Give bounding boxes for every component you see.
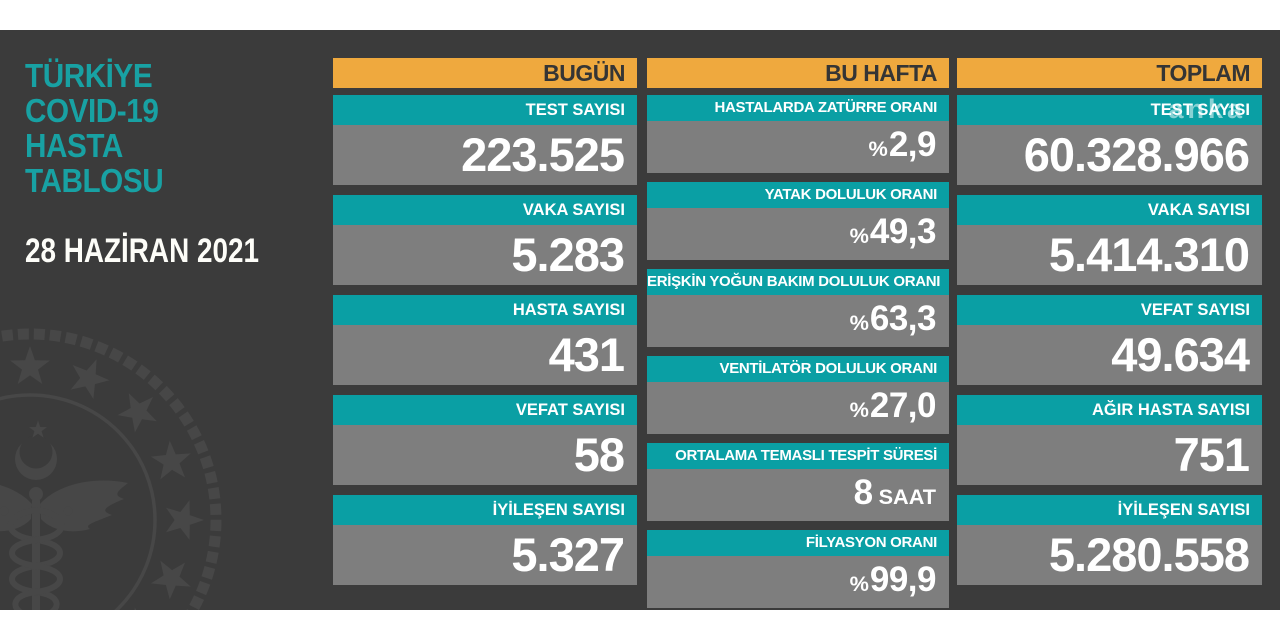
stat-block: TEST SAYISI 223.525: [333, 95, 637, 185]
column-body: HASTALARDA ZATÜRRE ORANI %2,9 YATAK DOLU…: [647, 95, 949, 608]
stat-value: 5.414.310: [957, 225, 1262, 285]
stat-block: İYİLEŞEN SAYISI 5.327: [333, 495, 637, 585]
stat-value-number: 63,3: [869, 299, 937, 338]
emblem-caduceus: [0, 480, 128, 610]
column-header-bugun: BUGÜN: [333, 58, 637, 88]
stat-label: İYİLEŞEN SAYISI: [1117, 501, 1250, 519]
stat-block: AĞIR HASTA SAYISI 751: [957, 395, 1262, 485]
stat-block: VAKA SAYISI 5.414.310: [957, 195, 1262, 285]
emblem-crescent: [15, 420, 57, 480]
stat-block: ORTALAMA TEMASLI TESPİT SÜRESİ 8 SAAT: [647, 443, 949, 521]
stat-value-number: 5.327: [511, 528, 625, 581]
stat-label: ERİŞKİN YOĞUN BAKIM DOLULUK ORANI: [647, 273, 941, 290]
stat-value: 431: [333, 325, 637, 385]
column-body: TEST SAYISI anka 60.328.966 VAKA SAYISI …: [957, 95, 1262, 585]
stat-value-number: 2,9: [888, 125, 937, 164]
stat-value-prefix: %: [849, 310, 869, 335]
stat-value-prefix: %: [868, 136, 888, 161]
stat-value-number: 751: [1173, 428, 1250, 481]
stat-value: 5.283: [333, 225, 637, 285]
stat-block: YATAK DOLULUK ORANI %49,3: [647, 182, 949, 260]
stat-label: VAKA SAYISI: [522, 201, 625, 219]
stat-value-number: 223.525: [461, 128, 625, 181]
stat-value-number: 5.280.558: [1048, 528, 1250, 581]
column-bu-hafta: BU HAFTA HASTALARDA ZATÜRRE ORANI %2,9 Y…: [647, 58, 949, 608]
anka-watermark: anka: [1168, 94, 1246, 124]
stat-value: 5.280.558: [957, 525, 1262, 585]
stat-block: HASTA SAYISI 431: [333, 295, 637, 385]
stat-value-number: 5.414.310: [1048, 228, 1250, 281]
stat-label: YATAK DOLULUK ORANI: [764, 186, 938, 203]
stat-value-prefix: %: [849, 223, 869, 248]
stat-value: 5.327: [333, 525, 637, 585]
stat-block: TEST SAYISI anka 60.328.966: [957, 95, 1262, 185]
stat-value: %49,3: [647, 208, 949, 260]
stat-label: FİLYASYON ORANI: [805, 534, 937, 551]
stat-value-number: 49.634: [1111, 328, 1250, 381]
stat-value: 58: [333, 425, 637, 485]
stat-label: VEFAT SAYISI: [1140, 301, 1250, 319]
dark-canvas: TÜRKİYE COVID-19 HASTA TABLOSU 28 HAZİRA…: [0, 30, 1280, 610]
stat-block: VAKA SAYISI 5.283: [333, 195, 637, 285]
stat-value-number: 60.328.966: [1023, 128, 1250, 181]
column-body: TEST SAYISI 223.525 VAKA SAYISI 5.283 HA…: [333, 95, 637, 585]
stat-value-prefix: %: [849, 397, 869, 422]
column-bugun: BUGÜN TEST SAYISI 223.525 VAKA SAYISI 5.…: [333, 58, 637, 585]
page-title-line: COVID-19: [25, 92, 159, 129]
stat-value-suffix: SAAT: [878, 484, 936, 509]
column-header-bu-hafta: BU HAFTA: [647, 58, 949, 88]
stat-label: VAKA SAYISI: [1147, 201, 1250, 219]
stat-block: ERİŞKİN YOĞUN BAKIM DOLULUK ORANI %63,3: [647, 269, 949, 347]
health-ministry-emblem-icon: [0, 328, 222, 610]
stat-value-number: 99,9: [869, 560, 937, 599]
stat-value: 60.328.966: [957, 125, 1262, 185]
stat-label: TEST SAYISI: [1150, 101, 1250, 119]
column-header-toplam: TOPLAM: [957, 58, 1262, 88]
stat-block: VEFAT SAYISI 49.634: [957, 295, 1262, 385]
stat-value-number: 431: [548, 328, 625, 381]
stat-label: İYİLEŞEN SAYISI: [492, 501, 625, 519]
stat-value-number: 27,0: [869, 386, 937, 425]
page-title-line: TÜRKİYE: [25, 57, 153, 94]
stat-label: HASTALARDA ZATÜRRE ORANI: [714, 99, 937, 116]
stat-block: İYİLEŞEN SAYISI 5.280.558: [957, 495, 1262, 585]
stat-block: VENTİLATÖR DOLULUK ORANI %27,0: [647, 356, 949, 434]
stat-label: VENTİLATÖR DOLULUK ORANI: [719, 360, 937, 377]
stat-block: FİLYASYON ORANI %99,9: [647, 530, 949, 608]
stat-value-number: 58: [573, 428, 625, 481]
stat-block: VEFAT SAYISI 58: [333, 395, 637, 485]
stat-value: 751: [957, 425, 1262, 485]
stat-value-prefix: %: [849, 571, 869, 596]
stat-value-number: 5.283: [511, 228, 625, 281]
stat-label: VEFAT SAYISI: [515, 401, 625, 419]
stat-value: %27,0: [647, 382, 949, 434]
page-title: TÜRKİYE COVID-19 HASTA TABLOSU: [25, 57, 164, 199]
stat-value: %63,3: [647, 295, 949, 347]
page-title-line: HASTA: [25, 127, 123, 164]
column-toplam: TOPLAM TEST SAYISI anka 60.328.966 VAKA …: [957, 58, 1262, 585]
stat-value: 223.525: [333, 125, 637, 185]
stat-value: 8 SAAT: [647, 469, 949, 521]
page-title-line: TABLOSU: [25, 162, 164, 199]
stat-block: HASTALARDA ZATÜRRE ORANI %2,9: [647, 95, 949, 173]
stat-value: 49.634: [957, 325, 1262, 385]
stat-value: %2,9: [647, 121, 949, 173]
stat-label: ORTALAMA TEMASLI TESPİT SÜRESİ: [675, 447, 937, 464]
report-date: 28 HAZİRAN 2021: [25, 232, 259, 270]
stat-value: %99,9: [647, 556, 949, 608]
stat-label: AĞIR HASTA SAYISI: [1092, 401, 1250, 419]
stat-label: HASTA SAYISI: [512, 301, 625, 319]
stat-label: TEST SAYISI: [525, 101, 625, 119]
stat-value-number: 8: [853, 473, 873, 512]
stat-value-number: 49,3: [869, 212, 937, 251]
